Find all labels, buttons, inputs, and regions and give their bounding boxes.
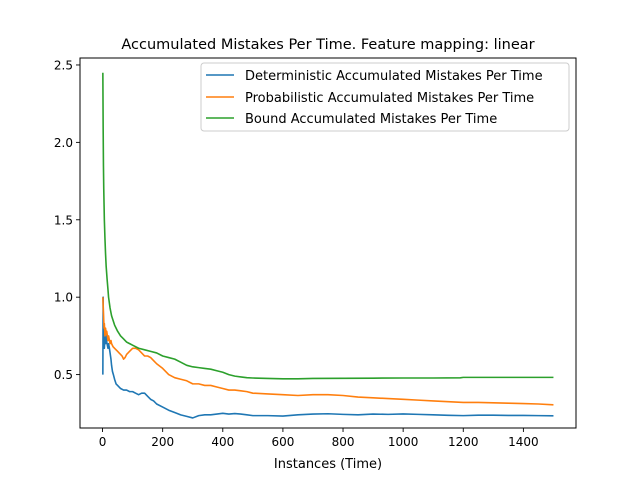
y-tick-label-2: 1.5 — [54, 213, 73, 227]
x-axis-label: Instances (Time) — [274, 457, 382, 472]
legend-label-probabilistic: Probabilistic Accumulated Mistakes Per T… — [245, 91, 534, 106]
x-tick-label-2: 400 — [211, 435, 234, 449]
x-tick-label-3: 600 — [271, 435, 294, 449]
series-layer — [102, 72, 554, 419]
chart-title: Accumulated Mistakes Per Time. Feature m… — [121, 37, 534, 53]
x-tick-label-6: 1200 — [448, 435, 479, 449]
y-tick-label-4: 2.5 — [54, 58, 73, 72]
x-tick-label-5: 1000 — [388, 435, 419, 449]
x-tick-label-4: 800 — [332, 435, 355, 449]
y-tick-label-1: 1.0 — [54, 291, 73, 305]
y-axis: 0.5 1.0 1.5 2.0 2.5 — [54, 58, 80, 382]
y-tick-label-0: 0.5 — [54, 368, 73, 382]
x-tick-label-7: 1400 — [508, 435, 539, 449]
x-tick-label-0: 0 — [99, 435, 107, 449]
series-line-1 — [102, 297, 554, 406]
series-line-2 — [102, 72, 554, 380]
legend-box — [200, 62, 570, 132]
x-tick-label-1: 200 — [151, 435, 174, 449]
plot-frame — [79, 57, 577, 429]
legend: Deterministic Accumulated Mistakes Per T… — [200, 62, 570, 132]
y-tick-label-3: 2.0 — [54, 136, 73, 150]
x-axis: 0 200 400 600 800 1000 1200 1400 — [99, 428, 539, 449]
series-line-0 — [102, 296, 554, 419]
plot-area — [79, 57, 577, 429]
legend-label-bound: Bound Accumulated Mistakes Per Time — [245, 112, 497, 127]
legend-label-deterministic: Deterministic Accumulated Mistakes Per T… — [245, 69, 543, 84]
